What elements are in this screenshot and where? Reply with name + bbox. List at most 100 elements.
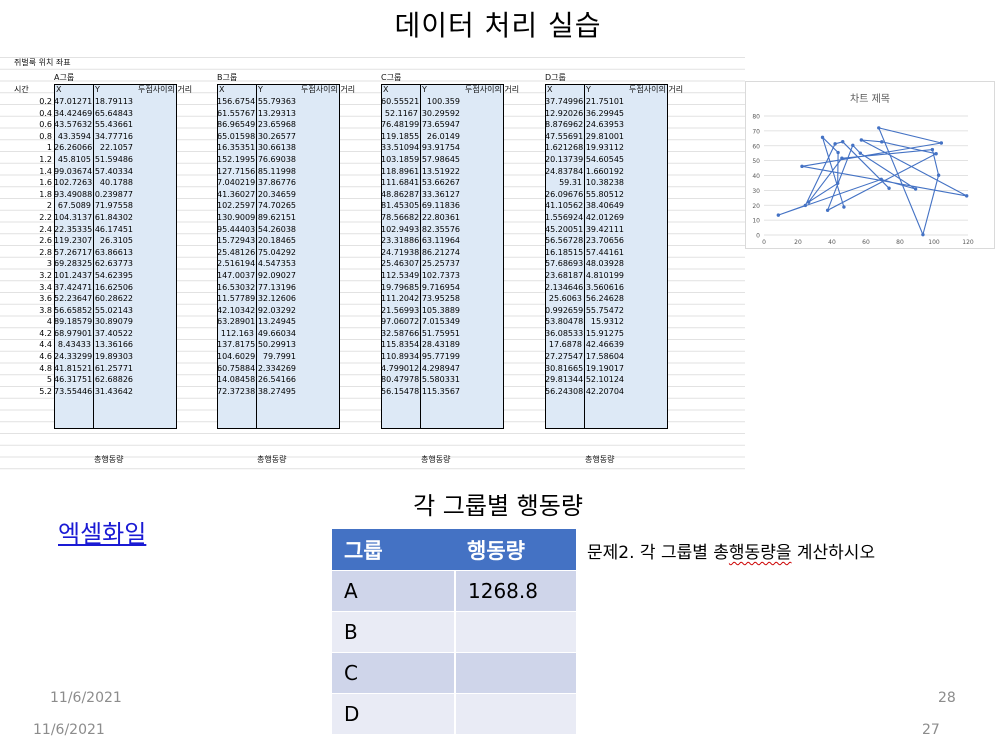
- x-header: X: [383, 85, 389, 94]
- y-cell: 15.91275: [585, 328, 624, 338]
- x-tick-label: 60: [862, 239, 870, 246]
- header-group: 그룹: [332, 529, 455, 571]
- y-cell: 7.015349: [421, 317, 460, 327]
- x-cell: 127.7156: [217, 166, 256, 176]
- y-cell: 63.86613: [94, 247, 133, 257]
- cell-group: A: [332, 570, 455, 612]
- y-cell: 76.69038: [257, 154, 296, 164]
- y-cell: 26.54166: [257, 375, 296, 385]
- x-cell: 45.8105: [57, 154, 91, 164]
- activity-table: 그룹 행동량 A 1268.8 B C D: [332, 529, 576, 734]
- x-cell: 0.992659: [545, 305, 584, 315]
- total-label: 총행동량: [257, 455, 287, 464]
- data-point: [964, 194, 969, 198]
- y-cell: 61.84302: [94, 212, 133, 222]
- x-cell: 93.49088: [54, 189, 93, 199]
- problem-prefix: 문제2. 각 그룹별 총: [587, 543, 729, 563]
- group-divider: [420, 84, 421, 429]
- y-cell: 13.51922: [421, 166, 460, 176]
- x-cell: 52.23647: [54, 294, 93, 304]
- y-cell: 50.29913: [257, 340, 296, 350]
- time-cell: 4.4: [39, 340, 52, 350]
- y-column: 55.79363 13.29313 23.65968 30.26577 30.66138…: [256, 96, 296, 397]
- series-line: [778, 127, 967, 237]
- y-tick-label: 10: [752, 218, 760, 225]
- time-cell: 1.6: [39, 178, 52, 188]
- time-cell: 4: [46, 317, 52, 327]
- x-cell: 52.1167: [384, 108, 418, 118]
- x-tick-label: 20: [794, 239, 802, 246]
- x-cell: 33.51094: [381, 143, 420, 153]
- x-cell: 56.56728: [545, 236, 584, 246]
- x-cell: 81.45305: [381, 201, 420, 211]
- x-cell: 8.43433: [57, 340, 91, 350]
- x-cell: 56.65852: [54, 305, 93, 315]
- y-cell: 28.43189: [421, 340, 460, 350]
- x-column: 37.74996 12.92026 8.876962 47.55691 1.621268…: [545, 96, 584, 397]
- x-tick-label: 0: [762, 239, 766, 246]
- y-tick-label: 20: [752, 203, 760, 210]
- y-cell: 20.18465: [257, 236, 296, 246]
- y-cell: 82.35576: [421, 224, 460, 234]
- y-cell: 17.58604: [585, 352, 624, 362]
- cell-activity[interactable]: [454, 652, 576, 694]
- y-cell: 15.9312: [590, 317, 624, 327]
- time-cell: 2.6: [39, 236, 52, 246]
- y-cell: 102.7373: [421, 270, 460, 280]
- y-cell: 18.79113: [94, 97, 133, 106]
- time-cell: 1.8: [39, 189, 52, 199]
- x-header: X: [56, 85, 62, 94]
- time-column: 0.2 0.4 0.6 0.8 1 1.2 1.4 1.6 1.8 2 2.2 2.4 2.6 2.8 3 3…: [14, 96, 52, 397]
- x-cell: 59.31: [559, 178, 582, 188]
- y-cell: 29.81001: [585, 131, 624, 141]
- x-cell: 103.1859: [381, 154, 420, 164]
- y-cell: 93.91754: [421, 143, 460, 153]
- cell-group: B: [332, 611, 455, 653]
- y-cell: 54.62395: [94, 270, 133, 280]
- time-header: 시간: [14, 85, 29, 94]
- data-point: [842, 205, 846, 209]
- y-cell: 61.25771: [94, 363, 133, 373]
- x-cell: 22.35335: [54, 224, 93, 234]
- y-cell: 22.80361: [421, 212, 460, 222]
- y-cell: 30.66138: [257, 143, 296, 153]
- x-cell: 99.03674: [54, 166, 93, 176]
- footer-page-number: 28: [938, 690, 956, 706]
- cell-group: C: [332, 652, 455, 694]
- cell-activity[interactable]: [454, 693, 576, 734]
- x-cell: 24.33299: [54, 352, 93, 362]
- y-cell: 26.0149: [426, 131, 460, 141]
- data-point: [851, 143, 855, 148]
- chart-svg: 차트 제목 0 10 20 30 40 50 60 70 80 0 20 40 60 80 100 120: [752, 93, 974, 246]
- y-cell: 19.19017: [585, 363, 624, 373]
- cell-activity[interactable]: [454, 611, 576, 653]
- x-cell: 60.55521: [381, 97, 420, 106]
- x-cell: 72.37238: [217, 386, 256, 396]
- excel-file-link[interactable]: 엑셀화일: [58, 520, 147, 548]
- x-cell: 80.47978: [381, 375, 420, 385]
- y-cell: 25.25737: [421, 259, 460, 269]
- x-cell: 12.92026: [545, 108, 584, 118]
- y-cell: 95.77199: [421, 352, 460, 362]
- x-header: X: [547, 85, 553, 94]
- y-cell: 54.60545: [585, 154, 624, 164]
- y-cell: 13.36166: [94, 340, 133, 350]
- x-cell: 41.81521: [54, 363, 93, 373]
- x-cell: 16.35351: [217, 143, 256, 153]
- x-cell: 4.799012: [381, 363, 420, 373]
- x-cell: 47.01271: [54, 97, 93, 106]
- y-tick-label: 60: [752, 143, 760, 150]
- data-point: [939, 141, 944, 145]
- problem-suffix: 계산하시오: [791, 543, 876, 563]
- x-tick-label: 120: [962, 239, 974, 246]
- y-cell: 51.75951: [421, 328, 460, 338]
- y-cell: 34.77716: [94, 131, 133, 141]
- x-cell: 61.55767: [217, 108, 256, 118]
- x-cell: 57.26717: [54, 247, 93, 257]
- x-cell: 57.68693: [545, 259, 584, 269]
- data-point: [877, 126, 881, 130]
- cell-activity[interactable]: 1268.8: [454, 570, 576, 612]
- y-cell: 36.29945: [585, 108, 624, 118]
- time-cell: 3: [46, 259, 52, 269]
- table-row: A 1268.8: [332, 570, 576, 612]
